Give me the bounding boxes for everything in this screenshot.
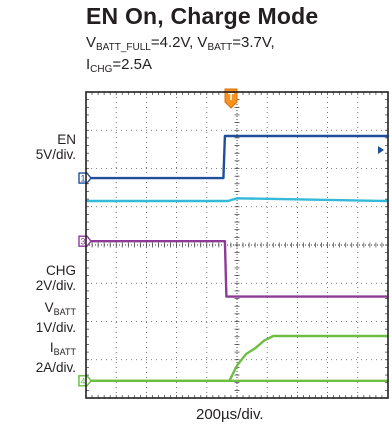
trace-2 xyxy=(86,239,388,298)
channel-label-vbatt: VBATT 1V/div. xyxy=(35,300,76,335)
channel-label-en: EN 5V/div. xyxy=(35,132,76,162)
x-axis-scale-label: 200µs/div. xyxy=(196,406,264,423)
channel-marker-label: 1 xyxy=(80,174,85,184)
trace-0 xyxy=(86,134,388,180)
channel-label-ibatt: IBATT 2A/div. xyxy=(35,340,76,375)
trigger-marker-label: T xyxy=(228,92,234,103)
right-edge-marker xyxy=(378,145,384,154)
trace-3 xyxy=(86,334,388,382)
conditions-line-2: ICHG=2.5A xyxy=(86,56,153,75)
chart-title: EN On, Charge Mode xyxy=(86,3,319,29)
trace-1 xyxy=(86,197,389,203)
channel-marker-label: 3 xyxy=(80,237,85,247)
plot-frame xyxy=(85,91,389,399)
channel-marker-label: 4 xyxy=(80,376,85,386)
conditions-line-1: VBATT_FULL=4.2V, VBATT=3.7V, xyxy=(86,34,275,53)
channel-label-chg: CHG 2V/div. xyxy=(35,263,76,293)
trigger-marker xyxy=(224,88,238,109)
